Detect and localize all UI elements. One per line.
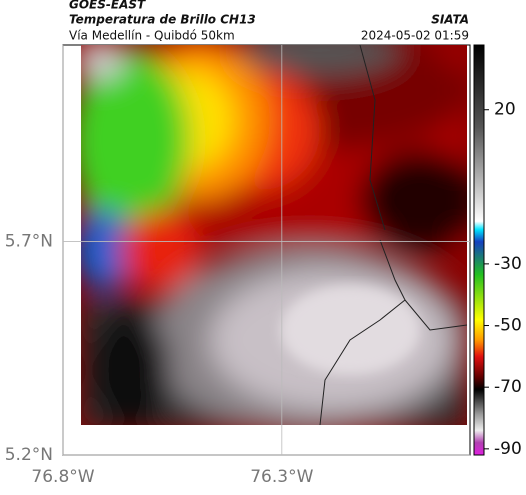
colorbar-tick-label: -30 xyxy=(494,254,522,274)
colorbar-tick-label: -70 xyxy=(494,377,522,397)
colorbar xyxy=(473,44,485,456)
datetime: 2024-05-02 01:59 xyxy=(361,29,469,43)
title: Temperatura de Brillo CH13 xyxy=(69,13,256,27)
source: SIATA xyxy=(431,13,469,27)
satellite-image xyxy=(81,45,467,425)
x-tick-label: 76.3°W xyxy=(250,467,313,487)
colorbar-tick-label: -50 xyxy=(494,316,522,336)
colorbar-tick-label: -90 xyxy=(494,439,522,459)
satellite: GOES-EAST xyxy=(69,0,146,12)
colorbar-tick-label: 20 xyxy=(494,100,516,120)
route: Vía Medellín - Quibdó 50km xyxy=(69,29,235,43)
y-tick-label: 5.7°N xyxy=(5,231,53,251)
x-tick-label: 76.8°W xyxy=(31,467,94,487)
y-tick-label: 5.2°N xyxy=(5,445,53,465)
